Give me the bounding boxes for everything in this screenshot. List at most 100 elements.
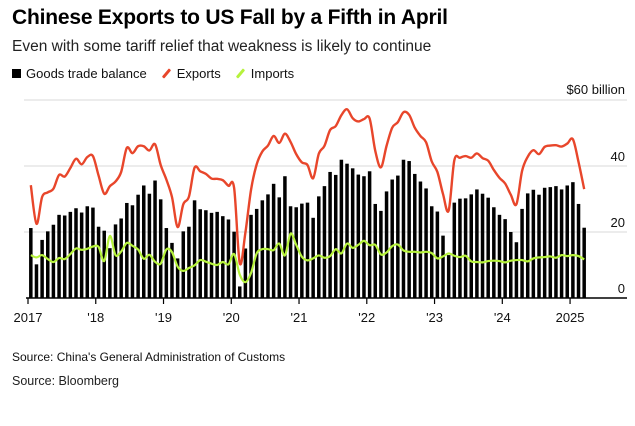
bar-balance [514, 242, 519, 298]
bar-balance [418, 181, 423, 298]
bar-balance [520, 208, 524, 298]
exports-line [29, 108, 586, 266]
y-tick-label: 20 [611, 215, 625, 230]
y-tick-label: 0 [618, 281, 625, 296]
bar-balance [345, 163, 349, 298]
bar-balance [486, 197, 490, 298]
bar-balance [277, 197, 282, 298]
bar-balance [130, 205, 135, 298]
bar-balance [57, 214, 61, 298]
legend-label-balance: Goods trade balance [26, 65, 147, 81]
bar-balance [119, 218, 123, 298]
bar-balance [74, 208, 78, 298]
legend-item-imports: Imports [235, 66, 294, 81]
bar-balance [554, 186, 558, 298]
bar-balance [367, 171, 372, 298]
bar-balance [96, 226, 101, 298]
bar-balance [317, 196, 321, 298]
bar-balance [91, 207, 95, 298]
bar-balance [221, 216, 225, 298]
bar-balance [446, 255, 451, 298]
bar-balance [158, 199, 163, 298]
bar-balance [463, 198, 468, 298]
bar-balance [384, 191, 389, 298]
bar-balance [237, 286, 242, 298]
bar-balance [226, 219, 231, 298]
bar-balance [288, 206, 293, 298]
bar-balance [559, 189, 564, 298]
bar-balance [266, 194, 270, 298]
x-tick-label: '22 [358, 310, 375, 325]
bar-balance [356, 174, 361, 298]
x-tick-label: '24 [494, 310, 511, 325]
bar-balance [271, 183, 276, 298]
chart-title: Chinese Exports to US Fall by a Fifth in… [12, 6, 448, 29]
bar-balance [452, 202, 457, 298]
bar-balance [232, 231, 236, 298]
bar-balance [283, 176, 287, 298]
bar-balance [249, 214, 253, 298]
bar-balance [328, 171, 332, 298]
bar-balance [475, 189, 479, 298]
axis-layer: 0 20 40 $60 billion 2017 '18 '19 '20 '21 '22 '23 '2… [14, 82, 627, 325]
bar-balance [565, 185, 569, 298]
chart-subtitle: Even with some tariff relief that weakne… [12, 38, 432, 55]
bar-balance [40, 239, 44, 298]
imports-line [30, 232, 585, 284]
bar-balance [294, 207, 298, 298]
bar-balance [537, 194, 541, 298]
bar-balance [435, 211, 440, 298]
y-unit-label: $60 billion [566, 82, 625, 97]
bar-balance [175, 258, 180, 298]
bar-balance [576, 203, 581, 298]
bar-balance [147, 193, 152, 298]
bar-balance [509, 232, 513, 298]
bar-balance [413, 173, 417, 298]
bar-balance [424, 188, 428, 298]
bar-balance [102, 230, 106, 298]
bar-balance [164, 228, 169, 298]
bar-balance [142, 185, 146, 298]
bar-balance [204, 210, 208, 298]
bar-balance [187, 226, 191, 298]
bar-balance [396, 175, 400, 298]
bar-balance [525, 193, 530, 298]
bar-balance [531, 189, 536, 298]
bar-balance [79, 212, 84, 298]
bar-balance [469, 194, 473, 298]
bar-balance [441, 235, 445, 298]
bar-balance [333, 174, 338, 298]
x-tick-label: 2017 [14, 310, 43, 325]
bar-balance [390, 179, 394, 298]
bar-balance [571, 182, 575, 298]
bar-balance [503, 219, 507, 298]
bar-balance [480, 193, 485, 298]
bar-balance [497, 214, 502, 298]
bar-balance [192, 200, 197, 298]
source-note-bloomberg: Source: Bloomberg [12, 374, 120, 388]
bar-balance [243, 248, 248, 298]
legend-swatch-balance [12, 68, 21, 78]
bar-balance [29, 228, 33, 298]
legend-item-exports: Exports [161, 66, 221, 81]
bar-balance [170, 242, 174, 298]
bar-balance [153, 180, 157, 298]
bar-balance [34, 264, 39, 298]
bar-balance [125, 202, 129, 298]
source-note-customs: Source: China's General Administration o… [12, 350, 286, 364]
legend-label-imports: Imports [250, 65, 295, 81]
bar-balance [46, 231, 50, 298]
y-tick-label: 40 [611, 149, 625, 164]
bar-balance [542, 187, 547, 298]
bar-balance [492, 207, 496, 298]
bar-balance [407, 161, 411, 298]
bar-balance [322, 186, 327, 298]
bar-balance [113, 224, 118, 298]
bar-balance [198, 209, 202, 298]
x-tick-label: '21 [291, 310, 308, 325]
bar-balance [215, 211, 219, 298]
bar-balance [458, 198, 462, 298]
bar-balance [350, 168, 355, 298]
line-layer [29, 108, 586, 284]
bar-balance [136, 194, 140, 298]
